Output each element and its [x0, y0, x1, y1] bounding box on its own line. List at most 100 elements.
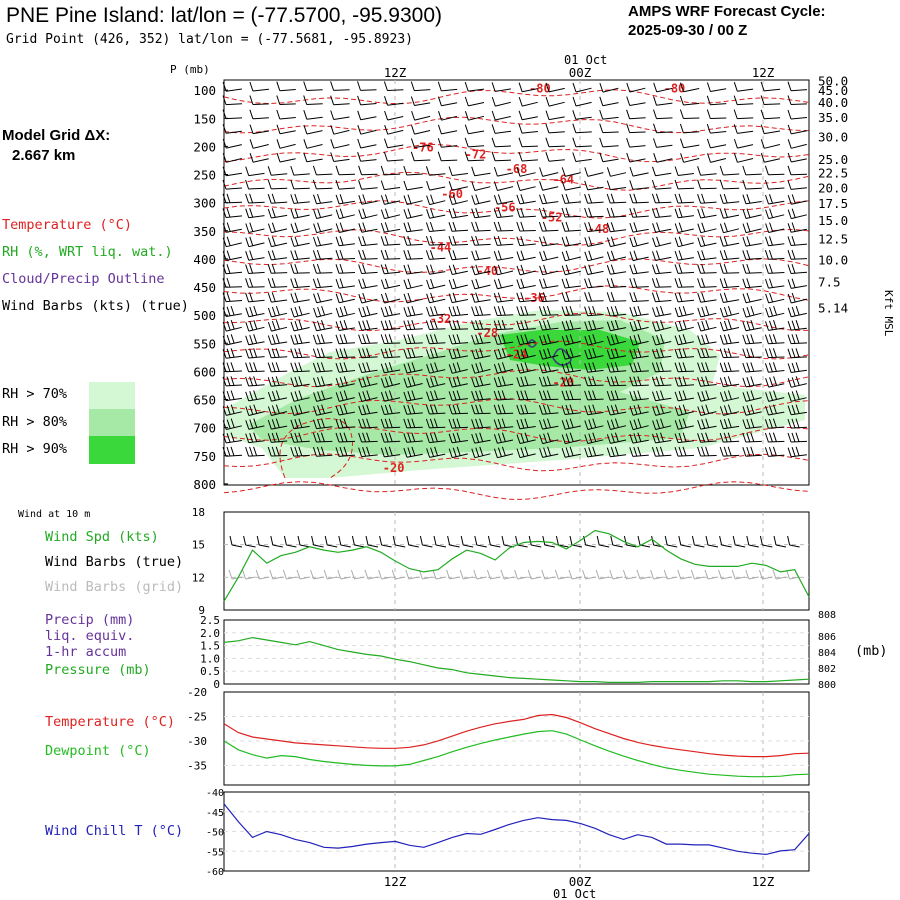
wind-barb: [290, 305, 310, 318]
wind-barb: [787, 222, 807, 233]
wind-barb: [516, 221, 536, 232]
wind-barb: [561, 376, 582, 387]
wind-barb: [222, 153, 242, 163]
top-time-tick: 12Z: [752, 65, 775, 80]
wind-barb: [335, 222, 355, 233]
wind-barb: [380, 165, 401, 176]
wind-barb: [518, 110, 538, 121]
wind-barb: [516, 278, 536, 289]
pressure-axis-title: P (mb): [170, 63, 210, 76]
wind-barb: [313, 193, 333, 205]
wind-barb: [764, 249, 785, 260]
wind-barb: [358, 264, 378, 274]
legend-rh70-label: RH > 70%: [2, 386, 68, 402]
wind-barb: [651, 362, 672, 373]
height-tick-label: 40.0: [818, 95, 848, 110]
wind-barb: [629, 166, 649, 177]
legend-rh90-label: RH > 90%: [2, 441, 68, 457]
wind-barb: [245, 222, 265, 233]
wind-barb: [290, 165, 310, 176]
wind-barb: [358, 292, 378, 304]
wind-barb-grid: [242, 569, 256, 580]
wind-barb: [561, 404, 582, 415]
wind-speed-tick: 12: [192, 571, 205, 584]
wind-barb: [313, 305, 333, 318]
wind-barb: [606, 390, 627, 401]
wind-barb: [674, 193, 695, 204]
pressure-tick-label: 200: [193, 139, 216, 154]
wind-barb: [652, 166, 672, 177]
wind-barb: [358, 208, 378, 220]
wind-barb: [335, 208, 355, 220]
wind-barb: [572, 96, 592, 107]
temperature-contour: [279, 418, 353, 479]
wind-barb: [545, 110, 565, 121]
temperature-label: -72: [465, 148, 487, 162]
wind-barb-true: [460, 535, 474, 548]
wind-barb-grid: [514, 569, 528, 580]
wind-barb: [410, 138, 431, 148]
wind-barb: [584, 305, 604, 317]
wind-barb: [765, 222, 785, 233]
height-tick-label: 7.5: [818, 274, 841, 289]
wind-barb: [335, 263, 356, 274]
wind-barb: [516, 404, 536, 415]
wind-barb: [765, 236, 785, 247]
wind-barb: [471, 166, 491, 177]
bottom-time-tick: 00Z: [569, 874, 592, 889]
wind-barb: [719, 404, 740, 416]
wind-barb: [471, 432, 491, 444]
wind-barb: [448, 418, 469, 429]
wind-barb: [471, 194, 491, 205]
wind-barb: [425, 320, 446, 330]
wind-barb: [448, 362, 468, 374]
wind-barb: [674, 418, 694, 430]
wind-barb: [312, 165, 333, 176]
height-tick-label: 20.0: [818, 180, 848, 195]
wind-barb: [629, 334, 649, 346]
wind-barb: [719, 376, 740, 388]
wind-barb: [267, 446, 288, 457]
wind-barb: [629, 207, 649, 218]
wind-barb: [674, 236, 694, 248]
wind-barb: [448, 334, 469, 345]
wind-barb: [674, 376, 695, 387]
wind-barb: [561, 278, 581, 289]
pressure-right-tick: 802: [818, 664, 836, 675]
wind-barb: [606, 418, 627, 430]
wind-barb: [697, 292, 717, 303]
wind-barb: [572, 123, 592, 134]
wind-barb: [765, 404, 785, 416]
wind-barb: [516, 432, 536, 444]
wind-barb: [545, 152, 565, 162]
wind-barb: [561, 334, 581, 346]
wind-barb: [539, 446, 559, 458]
pressure-line: [223, 636, 810, 683]
wind-barb: [545, 137, 565, 148]
height-tick-label: 25.0: [818, 152, 848, 167]
wind-barb: [249, 139, 269, 149]
wind-barb: [312, 362, 333, 373]
wind-barb: [561, 264, 581, 276]
wind-barb: [606, 167, 627, 177]
wind-barb: [765, 320, 785, 331]
wind-barb: [764, 362, 785, 373]
wind-barb: [787, 390, 807, 402]
wind-barb: [561, 250, 581, 262]
wind-barb-grid: [337, 569, 351, 580]
temperature-contour: [223, 285, 810, 303]
wind-barb-true: [379, 535, 392, 548]
wind-barb: [245, 446, 265, 457]
wind-barb: [245, 166, 265, 177]
wind-barb: [426, 390, 446, 402]
wind-barb: [742, 348, 762, 359]
wind-barb: [539, 348, 559, 360]
wind-barb: [742, 432, 762, 443]
wind-barb: [222, 432, 242, 444]
wind-barb: [653, 138, 673, 148]
wind-barb: [464, 151, 485, 162]
wind-barb: [380, 446, 401, 458]
wind-barb-true: [324, 535, 338, 548]
wind-barb: [493, 207, 514, 218]
wind-barb-true: [569, 535, 583, 548]
